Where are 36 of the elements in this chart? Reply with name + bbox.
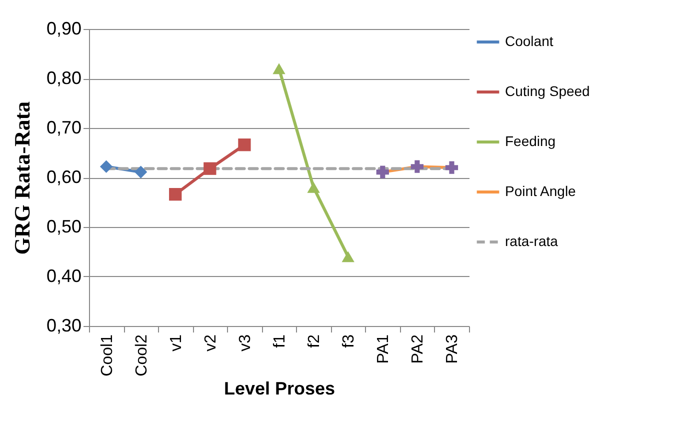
point: [410, 160, 424, 173]
point: [100, 160, 113, 173]
legend-label: Coolant: [505, 33, 554, 49]
x-tick-label: f3: [340, 334, 358, 348]
x-axis-title: Level Proses: [224, 378, 336, 398]
y-tick-label: 0,80: [46, 68, 82, 88]
y-tick-label: 0,50: [46, 216, 82, 236]
legend-label: rata-rata: [505, 233, 558, 249]
x-tick-label: PA3: [444, 334, 462, 364]
point: [376, 166, 389, 178]
y-tick-label: 0,90: [46, 18, 82, 38]
x-tick-label: v3: [236, 334, 254, 352]
x-tick-label: PA1: [375, 334, 392, 364]
point: [204, 162, 216, 175]
point: [238, 138, 251, 152]
x-tick-label: Cool1: [98, 334, 116, 376]
legend-label: Cuting Speed: [505, 83, 590, 99]
point: [342, 251, 354, 262]
x-tick-label: f2: [306, 334, 324, 348]
y-tick-label: 0,40: [46, 266, 82, 286]
x-tick-label: v1: [168, 334, 185, 352]
legend-label: Feeding: [505, 133, 556, 149]
x-tick-label: Cool2: [133, 334, 150, 376]
legend-label: Point Angle: [505, 183, 576, 199]
x-tick-label: PA2: [410, 334, 427, 364]
y-axis-title: GRG Rata-Rata: [9, 101, 34, 255]
y-tick-label: 0,70: [46, 118, 82, 138]
point: [445, 161, 458, 174]
point: [134, 166, 148, 178]
y-tick-label: 0,60: [46, 167, 82, 187]
point: [307, 182, 320, 193]
x-tick-label: v2: [202, 334, 220, 352]
point: [169, 188, 182, 201]
point: [272, 63, 286, 74]
y-tick-label: 0,30: [46, 316, 82, 336]
x-tick-label: f1: [272, 334, 288, 348]
